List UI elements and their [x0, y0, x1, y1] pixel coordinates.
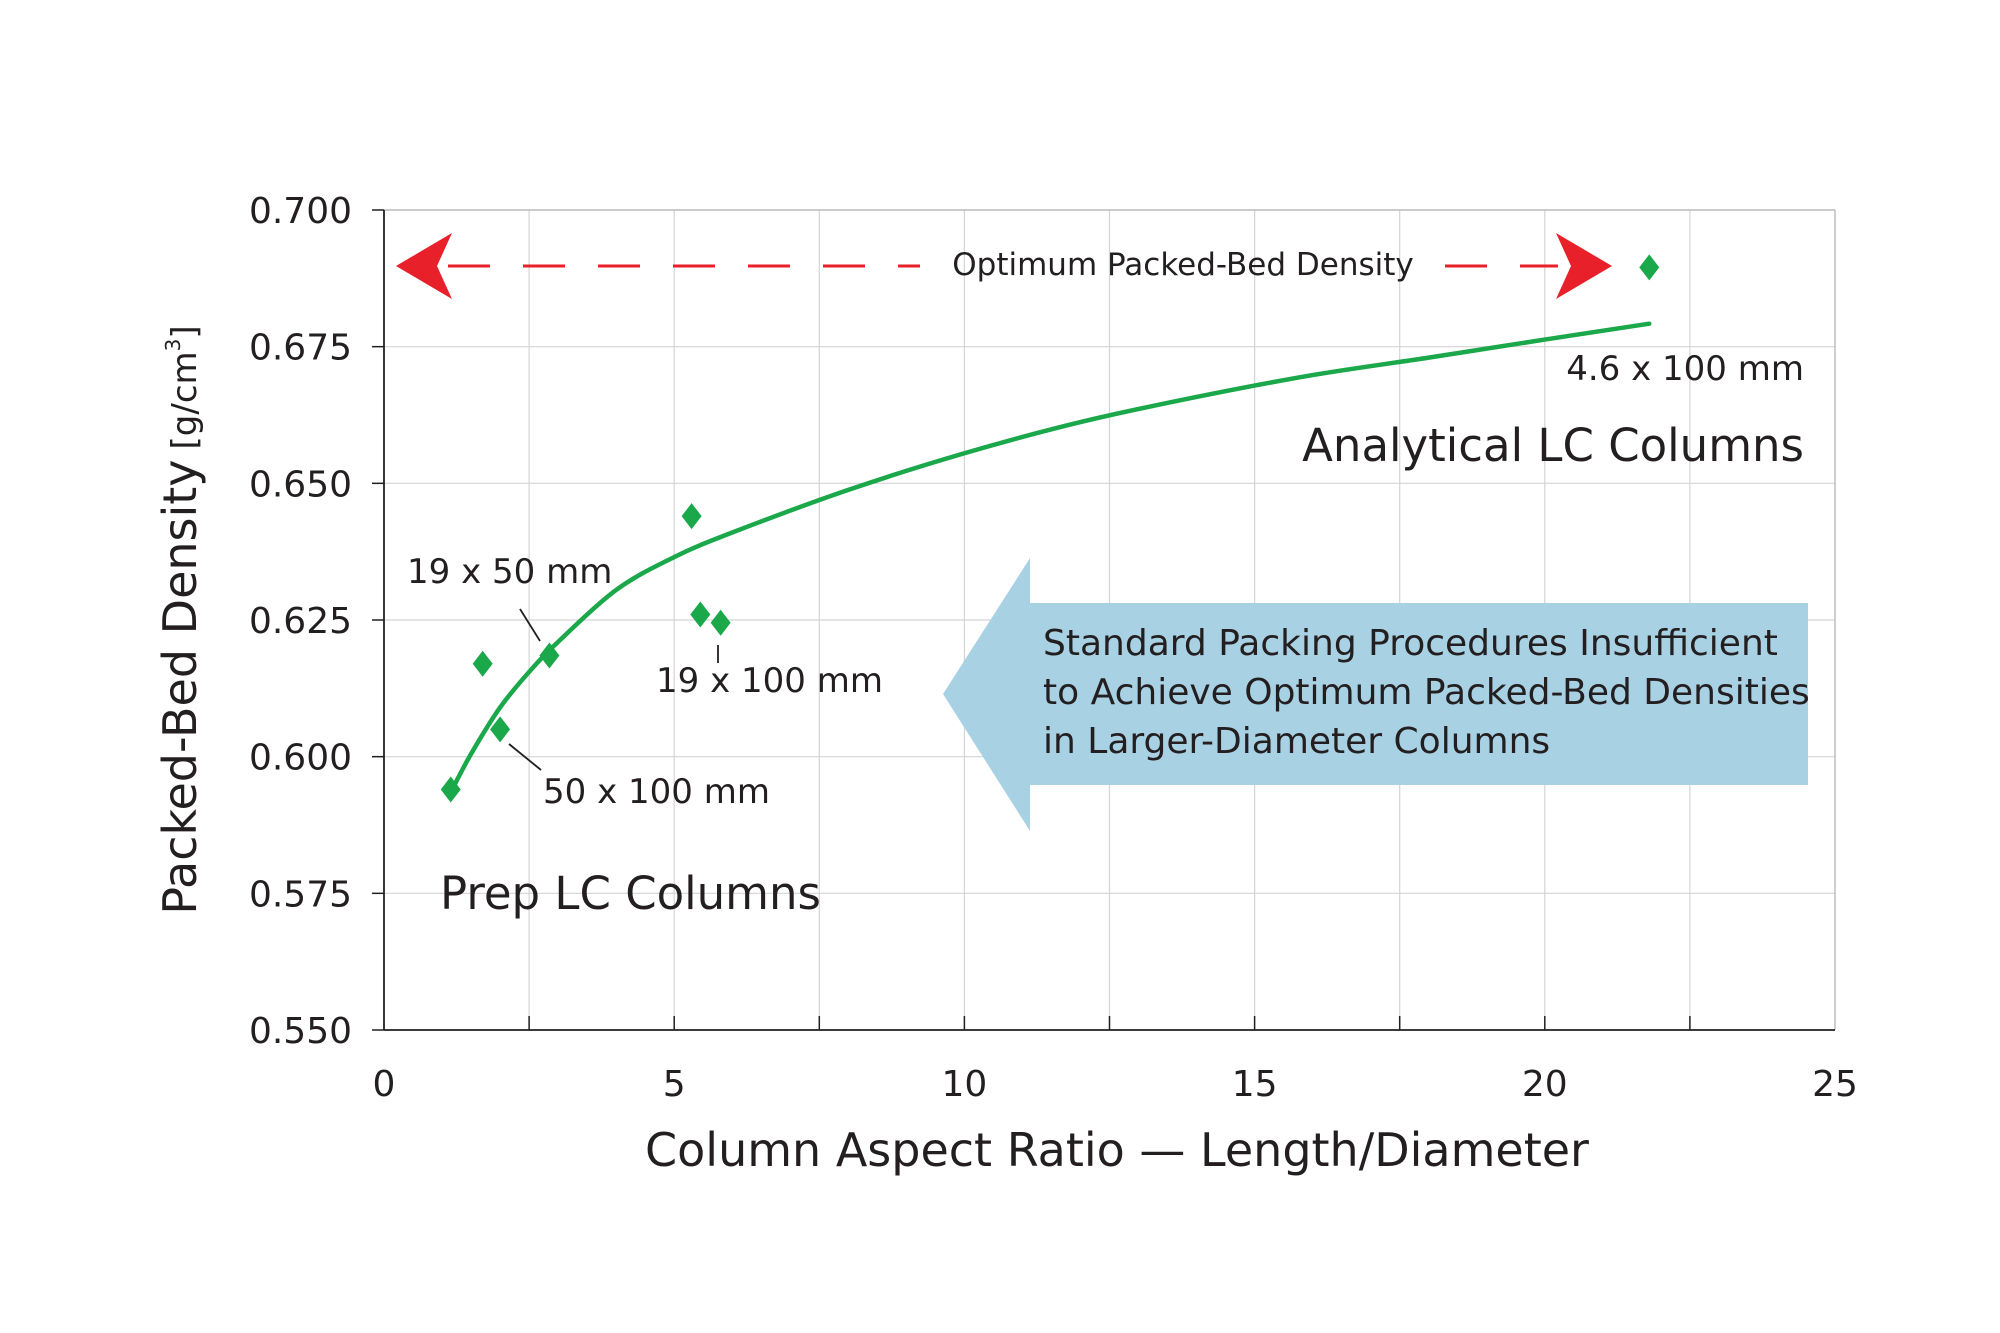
annotation-analytical: Analytical LC Columns [1302, 419, 1804, 472]
annotation-4.6x100: 4.6 x 100 mm [1566, 349, 1804, 389]
y-axis-unit-exp: 3 [161, 339, 185, 352]
callout-line-2: to Achieve Optimum Packed-Bed Densities [1043, 672, 1810, 713]
y-axis-unit-close: ] [165, 325, 205, 338]
annotation-19x50: 19 x 50 mm [407, 552, 612, 592]
y-tick-label: 0.700 [249, 191, 352, 232]
y-tick-label: 0.675 [249, 328, 352, 369]
callout-line-3: in Larger-Diameter Columns [1043, 721, 1550, 762]
y-axis-label: Packed-Bed Density [153, 459, 207, 914]
leader-50x100 [508, 743, 542, 771]
annotation-prep: Prep LC Columns [440, 867, 821, 920]
optimum-density-indicator: Optimum Packed-Bed Density [396, 233, 1612, 299]
x-tick-label: 25 [1812, 1064, 1858, 1105]
y-axis-title-text: Packed-Bed Density [g/cm3] [153, 325, 207, 914]
data-point [490, 716, 511, 743]
trendline [448, 321, 1652, 795]
x-tick-label: 20 [1522, 1064, 1568, 1105]
y-tick-label: 0.650 [249, 464, 352, 505]
axes [372, 209, 1836, 1031]
x-tick-label: 0 [373, 1064, 396, 1105]
data-point [472, 650, 493, 677]
tick-labels: 0.550 0.575 0.600 0.625 0.650 0.675 0.700 0 5 10 1… [249, 191, 1858, 1105]
data-point [1639, 254, 1660, 281]
data-points [440, 254, 1660, 803]
data-point [710, 609, 731, 636]
annotation-50x100: 50 x 100 mm [543, 772, 770, 812]
callout-arrow [943, 558, 1808, 831]
y-tick-label: 0.600 [249, 738, 352, 779]
leader-19x50 [519, 608, 541, 642]
y-tick-label: 0.625 [249, 601, 352, 642]
y-axis-title: Packed-Bed Density [g/cm3] [153, 325, 207, 914]
x-tick-label: 10 [941, 1064, 987, 1105]
x-axis-title: Column Aspect Ratio — Length/Diameter [645, 1123, 1589, 1177]
data-point [539, 642, 560, 669]
right-arrowhead-icon [1556, 233, 1612, 299]
callout-line-1: Standard Packing Procedures Insufficient [1043, 623, 1778, 664]
x-tick-label: 15 [1232, 1064, 1278, 1105]
callout: Standard Packing Procedures Insufficient… [943, 558, 1810, 831]
annotations: 19 x 50 mm 50 x 100 mm 19 x 100 mm 4.6 x… [407, 349, 1804, 920]
y-tick-label: 0.575 [249, 874, 352, 915]
optimum-label: Optimum Packed-Bed Density [952, 247, 1414, 283]
data-point [681, 503, 702, 530]
data-point [690, 601, 711, 628]
annotation-19x100: 19 x 100 mm [656, 661, 883, 701]
y-tick-label: 0.550 [249, 1011, 352, 1052]
x-tick-label: 5 [663, 1064, 686, 1105]
data-point [440, 776, 461, 803]
left-arrowhead-icon [396, 233, 452, 299]
y-axis-unit: [g/cm [165, 351, 205, 449]
